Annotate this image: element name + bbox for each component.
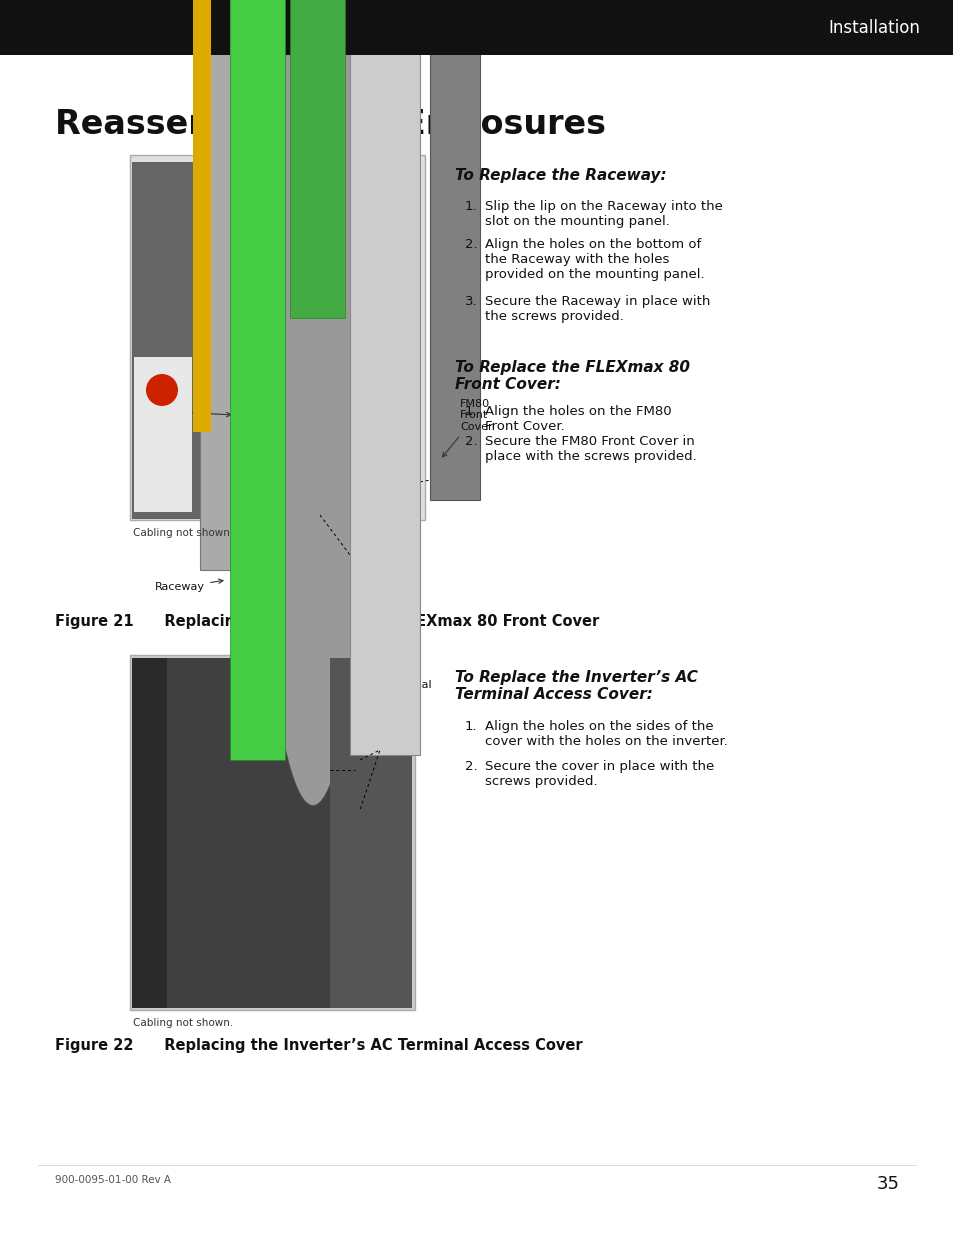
Text: 3.: 3. (464, 295, 477, 308)
Text: FM80
Front
Cover: FM80 Front Cover (442, 399, 492, 457)
Text: Slot: Slot (165, 408, 231, 417)
Text: Slip the lip on the Raceway into the
slot on the mounting panel.: Slip the lip on the Raceway into the slo… (484, 200, 722, 228)
Text: Inverter's AC Terminal
Access Cover: Inverter's AC Terminal Access Cover (309, 680, 431, 737)
Bar (132, 162, 267, 517)
Text: 1.: 1. (464, 200, 477, 212)
Ellipse shape (248, 0, 377, 805)
Text: 2.: 2. (464, 238, 477, 251)
Bar (193, 0, 211, 432)
Circle shape (146, 374, 178, 406)
Bar (290, 0, 345, 317)
Text: Secure the cover in place with the
screws provided.: Secure the cover in place with the screw… (484, 760, 714, 788)
Text: Secure the FM80 Front Cover in
place with the screws provided.: Secure the FM80 Front Cover in place wit… (484, 435, 696, 463)
Text: Installation: Installation (827, 19, 919, 37)
Bar (132, 658, 412, 1008)
Text: Raceway: Raceway (154, 579, 223, 592)
Text: Reassembling the Enclosures: Reassembling the Enclosures (55, 107, 605, 141)
Text: 1.: 1. (464, 405, 477, 417)
Bar (0, 0, 953, 56)
Bar (430, 0, 479, 500)
Text: Figure 21      Replacing the Raceway and FLEXmax 80 Front Cover: Figure 21 Replacing the Raceway and FLEX… (55, 614, 598, 629)
Bar (133, 357, 192, 513)
Text: To Replace the FLEXmax 80
Front Cover:: To Replace the FLEXmax 80 Front Cover: (455, 359, 689, 393)
Bar (330, 658, 412, 1008)
Text: Align the holes on the bottom of
the Raceway with the holes
provided on the moun: Align the holes on the bottom of the Rac… (484, 238, 704, 282)
Bar (230, 0, 285, 760)
Text: Cabling not shown.: Cabling not shown. (132, 1018, 233, 1028)
Text: Lip: Lip (262, 547, 306, 557)
Bar (272, 280, 379, 513)
Text: 35: 35 (876, 1174, 899, 1193)
Text: Align the holes on the FM80
Front Cover.: Align the holes on the FM80 Front Cover. (484, 405, 671, 433)
Bar (350, 0, 419, 755)
Bar (132, 658, 167, 1008)
Text: To Replace the Raceway:: To Replace the Raceway: (455, 168, 666, 183)
Text: Cabling not shown.: Cabling not shown. (132, 529, 233, 538)
Bar (248, 0, 377, 207)
Text: 2.: 2. (464, 435, 477, 448)
Text: 900-0095-01-00 Rev A: 900-0095-01-00 Rev A (55, 1174, 171, 1186)
Bar (200, 0, 254, 571)
Text: Mounting
Panel: Mounting Panel (348, 400, 422, 438)
Text: To Replace the Inverter’s AC
Terminal Access Cover:: To Replace the Inverter’s AC Terminal Ac… (455, 671, 698, 703)
Text: Secure the Raceway in place with
the screws provided.: Secure the Raceway in place with the scr… (484, 295, 710, 324)
Text: 2.: 2. (464, 760, 477, 773)
Text: Align the holes on the sides of the
cover with the holes on the inverter.: Align the holes on the sides of the cove… (484, 720, 727, 748)
Bar (130, 655, 415, 1010)
Bar (130, 156, 424, 520)
Text: Figure 22      Replacing the Inverter’s AC Terminal Access Cover: Figure 22 Replacing the Inverter’s AC Te… (55, 1037, 582, 1053)
Bar (230, 0, 240, 390)
Text: 1.: 1. (464, 720, 477, 734)
